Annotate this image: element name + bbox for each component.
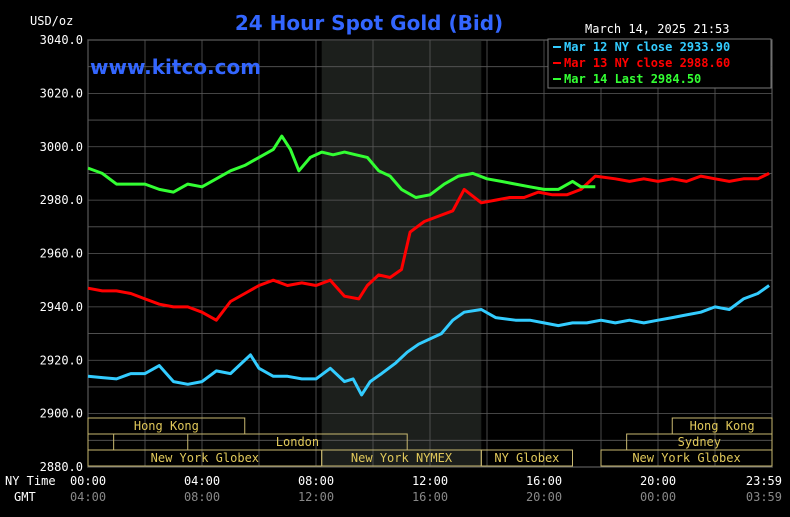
watermark: www.kitco.com [90, 55, 261, 79]
gmt-label: GMT [14, 490, 36, 504]
y-tick-label: 2880.0 [40, 460, 83, 474]
y-tick-label: 2960.0 [40, 247, 83, 261]
x-tick-label-gmt: 20:00 [526, 490, 562, 504]
session-label: Hong Kong [690, 419, 755, 433]
session-label: NY Globex [494, 451, 559, 465]
x-tick-label-gmt: 00:00 [640, 490, 676, 504]
y-tick-label: 3020.0 [40, 86, 83, 100]
x-tick-label-ny: 08:00 [298, 474, 334, 488]
x-tick-label-ny: 20:00 [640, 474, 676, 488]
ny-time-label: NY Time [5, 474, 56, 488]
y-tick-label: 2980.0 [40, 193, 83, 207]
legend-label: Mar 13 NY close 2988.60 [564, 56, 730, 70]
session-label: London [276, 435, 319, 449]
y-tick-label: 3000.0 [40, 140, 83, 154]
legend-box [547, 38, 772, 89]
chart-title: 24 Hour Spot Gold (Bid) [235, 11, 503, 35]
session-label: New York NYMEX [351, 451, 453, 465]
x-tick-label-ny: 16:00 [526, 474, 562, 488]
legend-label: Mar 14 Last 2984.50 [564, 72, 701, 86]
x-tick-label-ny: 12:00 [412, 474, 448, 488]
y-tick-label: 2940.0 [40, 300, 83, 314]
x-tick-label-gmt: 08:00 [184, 490, 220, 504]
legend: Mar 12 NY close 2933.90 Mar 13 NY close 2… [547, 38, 772, 89]
x-tick-label-gmt: 12:00 [298, 490, 334, 504]
y-tick-label: 2900.0 [40, 407, 83, 421]
session-box [480, 449, 573, 467]
legend-label: Mar 12 NY close 2933.90 [564, 40, 730, 54]
x-tick-label-ny: 23:59 [746, 474, 782, 488]
series-line-1 [87, 284, 770, 397]
unit-label: USD/oz [30, 14, 73, 28]
x-axis-ticks: 00:00 04:00 08:00 12:00 16:00 20:00 23:59 04:00… [70, 474, 782, 504]
market-sessions: Hong Kong Hong Kong London Sydney New York G… [87, 417, 773, 467]
session-label: New York Globex [632, 451, 740, 465]
x-tick-label-ny: 04:00 [184, 474, 220, 488]
session-label: Hong Kong [134, 419, 199, 433]
y-axis-ticks: 3040.0 3020.0 3000.0 2980.0 2960.0 2940.0 2920… [40, 33, 83, 474]
x-tick-label-gmt: 03:59 [746, 490, 782, 504]
x-tick-label-ny: 00:00 [70, 474, 106, 488]
series-line-2 [87, 172, 770, 322]
series-lines [87, 134, 770, 397]
session-box [87, 417, 246, 435]
x-tick-label-gmt: 16:00 [412, 490, 448, 504]
y-tick-label: 3040.0 [40, 33, 83, 47]
grid-lines [87, 39, 773, 468]
timestamp: March 14, 2025 21:53 [585, 22, 730, 36]
session-box [600, 449, 773, 467]
session-label: New York Globex [151, 451, 259, 465]
y-tick-label: 2920.0 [40, 353, 83, 367]
x-tick-label-gmt: 04:00 [70, 490, 106, 504]
series-line-3 [87, 134, 596, 199]
session-label: Sydney [678, 435, 721, 449]
